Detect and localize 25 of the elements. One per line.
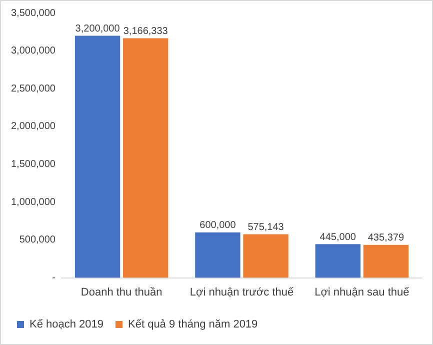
y-tick-label: 2,000,000: [10, 121, 56, 132]
bar: [195, 232, 240, 278]
legend-label: Kết quả 9 tháng năm 2019: [128, 318, 258, 331]
y-tick-label: 3,500,000: [10, 8, 56, 19]
bar: [363, 244, 409, 278]
bar: [243, 234, 288, 278]
x-tick-label: Lợi nhuận trước thuế: [190, 286, 294, 298]
bar: [74, 36, 120, 278]
legend-label: Kế hoạch 2019: [30, 318, 104, 331]
y-tick-label: 500,000: [19, 234, 56, 246]
y-tick-label: 3,000,000: [10, 46, 56, 57]
data-label: 445,000: [320, 232, 356, 243]
y-tick-label: 1,500,000: [10, 159, 56, 170]
x-tick-label: Lợi nhuận sau thuế: [314, 286, 410, 298]
data-label: 575,143: [248, 222, 284, 234]
x-tick-label: Doanh thu thuần: [80, 286, 162, 298]
y-tick-label: 1,000,000: [10, 196, 56, 208]
bar: [123, 38, 168, 278]
data-label: 3,166,333: [123, 26, 168, 37]
bar: [315, 244, 360, 278]
data-label: 600,000: [200, 220, 236, 232]
data-label: 435,379: [368, 232, 404, 244]
y-tick-label: -: [52, 272, 56, 284]
y-tick-label: 2,500,000: [10, 83, 56, 94]
data-label: 3,200,000: [75, 23, 120, 34]
